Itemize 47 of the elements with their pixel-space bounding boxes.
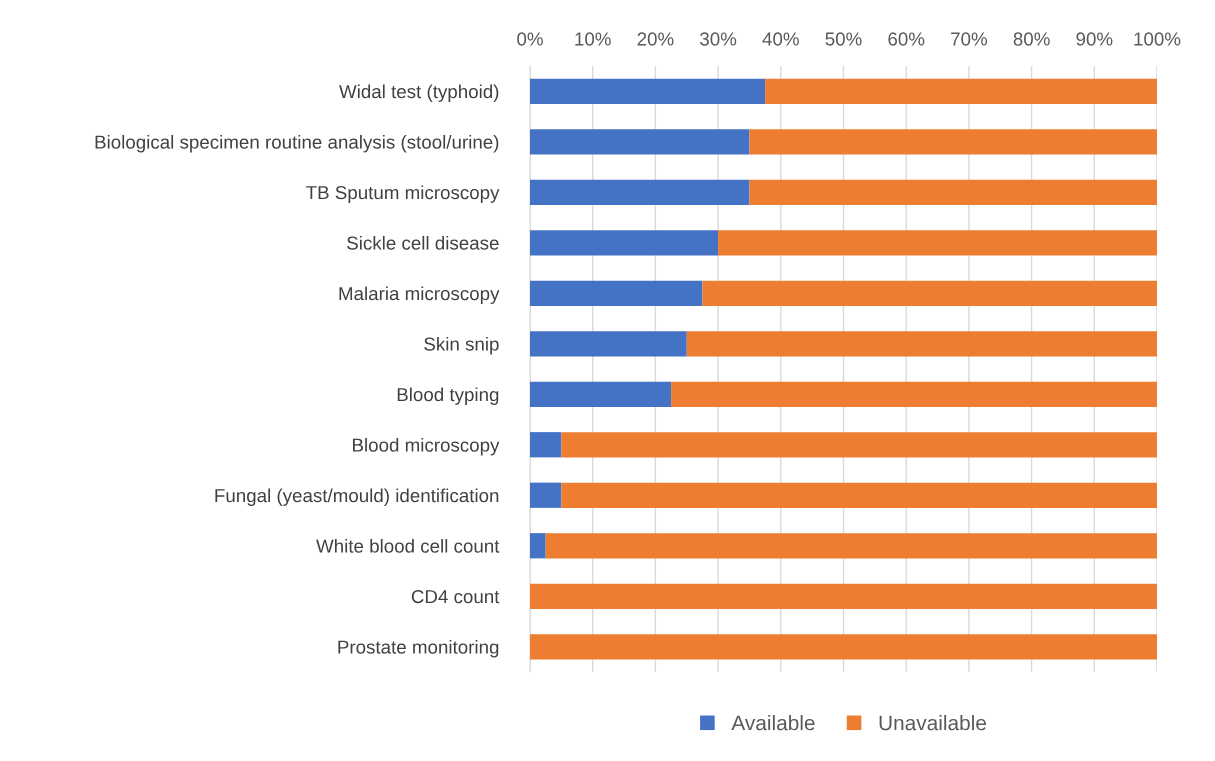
bar	[530, 381, 672, 407]
x-tick-label: 100%	[1134, 32, 1181, 46]
x-tick-label: 80%	[1013, 32, 1050, 46]
bar	[530, 634, 1157, 660]
bar	[671, 381, 1157, 407]
bar	[530, 129, 750, 155]
bar	[718, 230, 1157, 256]
bar	[530, 533, 546, 559]
y-tick-label: Biological specimen routine analysis (stool/urine)	[95, 134, 499, 153]
y-tick-label: White blood cell count	[316, 538, 500, 553]
y-tick-label: Blood microscopy	[353, 437, 500, 456]
x-tick-label: 30%	[700, 32, 737, 46]
legend-label: Unavailable	[879, 714, 986, 731]
x-tick-label: 50%	[825, 32, 862, 46]
x-tick-label: 70%	[951, 32, 987, 46]
y-tick-label: Widal test (typhoid)	[339, 84, 499, 102]
y-tick-label: CD4 count	[411, 589, 500, 604]
bar	[561, 432, 1157, 458]
y-tick-label: TB Sputum microscopy	[306, 185, 500, 203]
bar	[749, 129, 1157, 155]
bar	[530, 583, 1157, 609]
x-tick-label: 40%	[762, 32, 799, 46]
y-tick-label: Blood typing	[397, 387, 499, 405]
x-tick-label: 0%	[517, 32, 543, 46]
y-tick-label: Prostate monitoring	[338, 639, 499, 658]
bar	[530, 432, 562, 458]
y-tick-label: Fungal (yeast/mould) identification	[215, 488, 499, 506]
x-tick-label: 20%	[637, 32, 674, 46]
bar	[530, 331, 687, 357]
bar	[702, 280, 1157, 306]
bar	[749, 179, 1157, 205]
y-tick-label: Malaria microscopy	[339, 286, 500, 304]
legend-label: Available	[731, 714, 815, 731]
y-tick-label: Skin snip	[424, 336, 499, 355]
bar	[686, 331, 1157, 357]
bar	[561, 482, 1157, 508]
y-tick-label: Sickle cell disease	[347, 235, 499, 250]
x-tick-label: 10%	[575, 32, 611, 46]
bar	[530, 230, 719, 256]
x-tick-label: 90%	[1076, 32, 1113, 46]
x-tick-label: 60%	[888, 32, 925, 46]
bar	[530, 78, 766, 104]
bar	[545, 533, 1157, 559]
bar	[530, 280, 703, 306]
bar	[765, 78, 1157, 104]
bar	[530, 482, 562, 508]
bar	[530, 179, 750, 205]
